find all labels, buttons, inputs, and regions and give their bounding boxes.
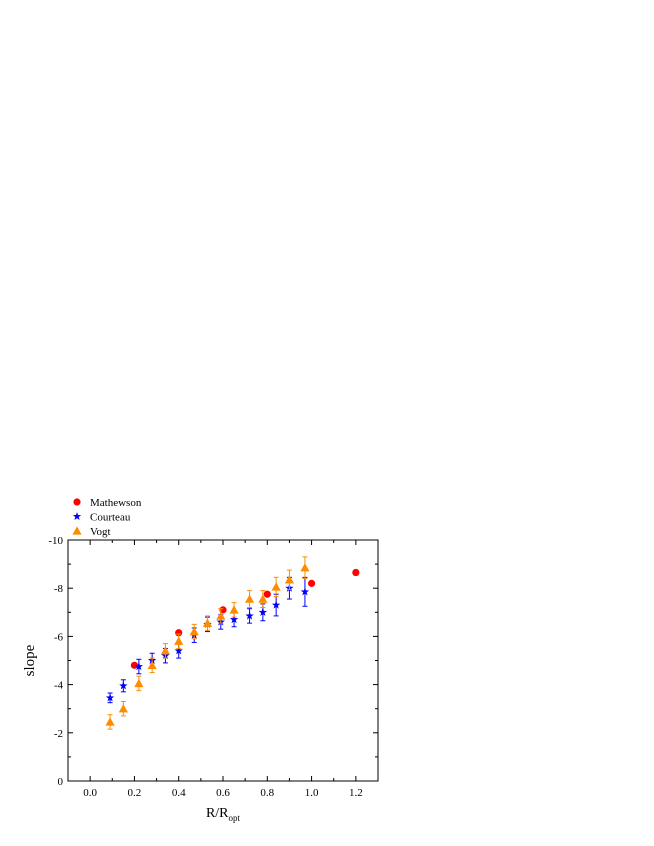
data-point [134,678,144,688]
data-point [300,563,310,572]
legend: Mathewson Courteau Vogt [72,497,142,538]
y-tick-label: 0 [58,776,64,788]
series-vogt [105,556,310,730]
x-tick-label: 0.2 [128,787,142,799]
x-axis-label-main: R/R [206,806,229,821]
data-point [130,661,139,669]
y-tick-label: -2 [54,728,63,740]
data-point [105,717,115,726]
data-point [271,600,281,609]
x-tick-label: 0.6 [216,787,230,799]
legend-marker-vogt [72,526,82,535]
data-point [105,693,115,702]
data-point [216,611,226,620]
data-point [119,681,128,690]
data-point [134,662,144,671]
data-point [284,575,295,584]
legend-label: Vogt [90,526,111,538]
x-axis-label-subscript: opt [229,813,241,823]
y-axis: 0 -2 -4 -6 -8 -10 [48,535,378,788]
x-tick-label: 0.0 [83,787,97,799]
data-point [300,587,310,596]
data-point [189,626,199,636]
data-point [244,594,255,603]
series-layer [105,556,360,730]
data-point [271,582,281,591]
x-tick-label: 0.4 [172,787,186,799]
data-point [160,646,171,655]
legend-marker-courteau [72,512,82,521]
x-axis: 0.0 0.2 0.4 0.6 0.8 1.0 1.2 [67,540,379,799]
data-point [229,615,239,624]
data-point [258,607,268,616]
y-tick-label: -10 [48,535,63,547]
x-tick-label: 0.8 [260,787,274,799]
data-point [174,646,183,655]
y-tick-label: -6 [54,631,64,643]
x-axis-label: R/Ropt [206,806,241,823]
data-point [175,629,183,637]
x-tick-label: 1.2 [349,787,363,799]
data-point [245,611,254,620]
y-tick-label: -8 [54,583,64,595]
legend-label: Mathewson [90,497,142,509]
y-axis-label: slope [22,644,38,676]
data-point [352,568,360,577]
data-point [118,704,128,713]
data-point [202,618,213,627]
x-tick-label: 1.0 [305,787,319,799]
data-point [174,636,184,645]
series-mathewson [130,568,360,669]
data-point [263,590,271,598]
legend-label: Courteau [90,512,131,524]
data-point [258,594,268,603]
data-point [147,660,157,669]
data-point [229,605,239,614]
legend-marker-mathewson [73,498,81,506]
data-point [307,579,316,587]
plot-frame [67,539,379,782]
y-tick-label: -4 [54,680,64,692]
